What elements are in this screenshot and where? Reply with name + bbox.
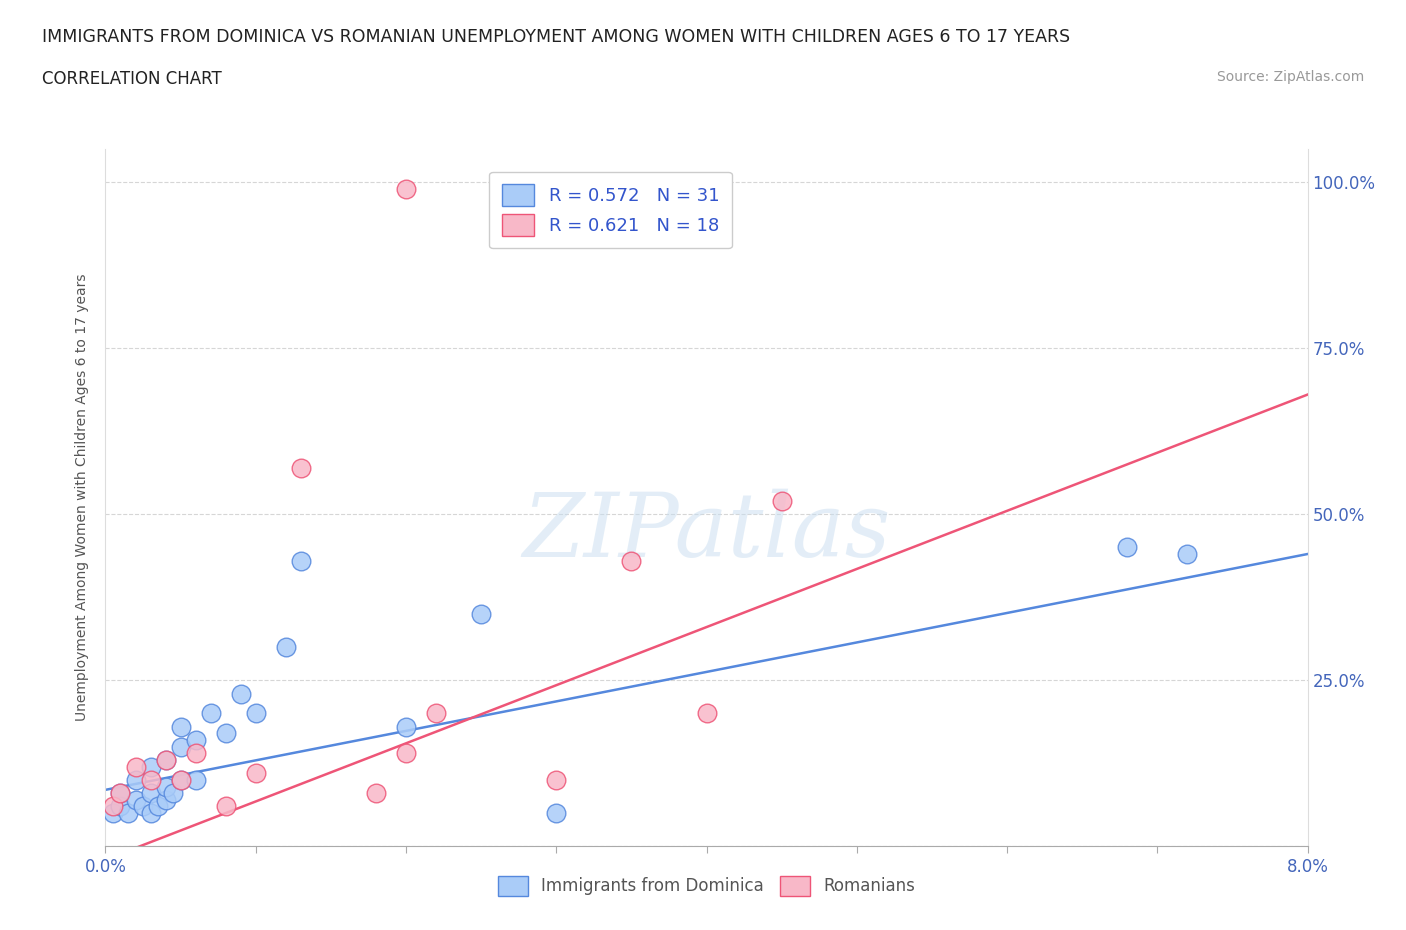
Point <box>200 706 222 721</box>
Point <box>101 799 124 814</box>
Y-axis label: Unemployment Among Women with Children Ages 6 to 17 years: Unemployment Among Women with Children A… <box>76 273 90 722</box>
Point <box>117 805 139 820</box>
Point <box>274 640 297 655</box>
Point <box>245 765 267 780</box>
Point <box>169 773 191 788</box>
Point <box>395 719 418 734</box>
Point <box>139 786 162 801</box>
Point <box>124 773 146 788</box>
Point <box>169 719 191 734</box>
Point <box>169 773 191 788</box>
Legend: Immigrants from Dominica, Romanians: Immigrants from Dominica, Romanians <box>489 868 924 904</box>
Point <box>155 792 177 807</box>
Point <box>425 706 447 721</box>
Point <box>155 752 177 767</box>
Point <box>395 746 418 761</box>
Point <box>184 773 207 788</box>
Point <box>139 773 162 788</box>
Point <box>155 779 177 794</box>
Point <box>146 799 169 814</box>
Point <box>101 805 124 820</box>
Point <box>214 726 236 741</box>
Point <box>1175 547 1198 562</box>
Point <box>110 799 132 814</box>
Point <box>245 706 267 721</box>
Point <box>214 799 236 814</box>
Point <box>470 606 492 621</box>
Point <box>546 773 568 788</box>
Point <box>169 739 191 754</box>
Point <box>620 553 643 568</box>
Point <box>364 786 387 801</box>
Point <box>395 181 418 196</box>
Point <box>290 553 312 568</box>
Point <box>546 805 568 820</box>
Point <box>770 494 793 509</box>
Point <box>110 786 132 801</box>
Point <box>290 460 312 475</box>
Point <box>162 786 184 801</box>
Point <box>139 759 162 774</box>
Point <box>124 759 146 774</box>
Text: CORRELATION CHART: CORRELATION CHART <box>42 70 222 87</box>
Point <box>184 746 207 761</box>
Text: IMMIGRANTS FROM DOMINICA VS ROMANIAN UNEMPLOYMENT AMONG WOMEN WITH CHILDREN AGES: IMMIGRANTS FROM DOMINICA VS ROMANIAN UNE… <box>42 28 1070 46</box>
Text: Source: ZipAtlas.com: Source: ZipAtlas.com <box>1216 70 1364 84</box>
Point <box>110 786 132 801</box>
Point <box>124 792 146 807</box>
Text: ZIPatlas: ZIPatlas <box>522 489 891 576</box>
Point <box>1116 540 1139 555</box>
Point <box>139 805 162 820</box>
Point <box>696 706 718 721</box>
Point <box>184 733 207 748</box>
Point <box>229 686 252 701</box>
Point <box>132 799 155 814</box>
Point <box>155 752 177 767</box>
